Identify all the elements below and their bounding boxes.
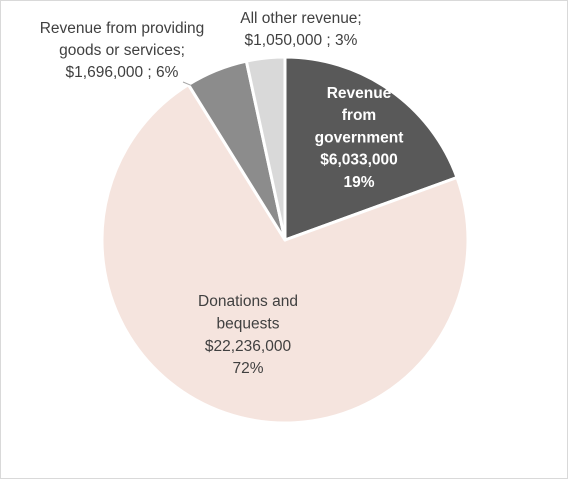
- data-label-line: $1,050,000 ; 3%: [245, 32, 358, 49]
- data-label-line: Donations and: [198, 293, 298, 310]
- data-label-line: $1,696,000 ; 6%: [66, 64, 179, 81]
- data-label-line: Revenue: [327, 85, 392, 102]
- data-label-line: $22,236,000: [205, 338, 292, 355]
- data-label-line: Revenue from providing: [40, 20, 205, 37]
- data-label-all-other-revenue: All other revenue; $1,050,000 ; 3%: [240, 10, 362, 49]
- data-label-donations-and-bequests: Donations and bequests $22,236,000 72%: [198, 293, 298, 377]
- data-label-line: goods or services;: [59, 42, 185, 59]
- pie-slice-revenue-from-government: [283, 55, 459, 242]
- pie-slice-donations-and-bequests: [100, 83, 470, 425]
- data-label-line: $6,033,000: [320, 152, 398, 169]
- data-label-revenue-from-providing-goods-or-services: Revenue from providing goods or services;…: [40, 20, 205, 81]
- data-label-line: from: [342, 107, 376, 124]
- data-label-revenue-from-government: Revenue from government $6,033,000 19%: [315, 85, 404, 191]
- data-label-line: bequests: [217, 315, 280, 332]
- data-label-line: government: [315, 129, 404, 146]
- data-label-line: All other revenue;: [240, 10, 362, 27]
- data-label-line: 19%: [343, 174, 374, 191]
- leader-line-goods-services: [182, 81, 192, 86]
- pie-slice-all-other-revenue: [244, 55, 287, 242]
- data-label-line: 72%: [232, 360, 263, 377]
